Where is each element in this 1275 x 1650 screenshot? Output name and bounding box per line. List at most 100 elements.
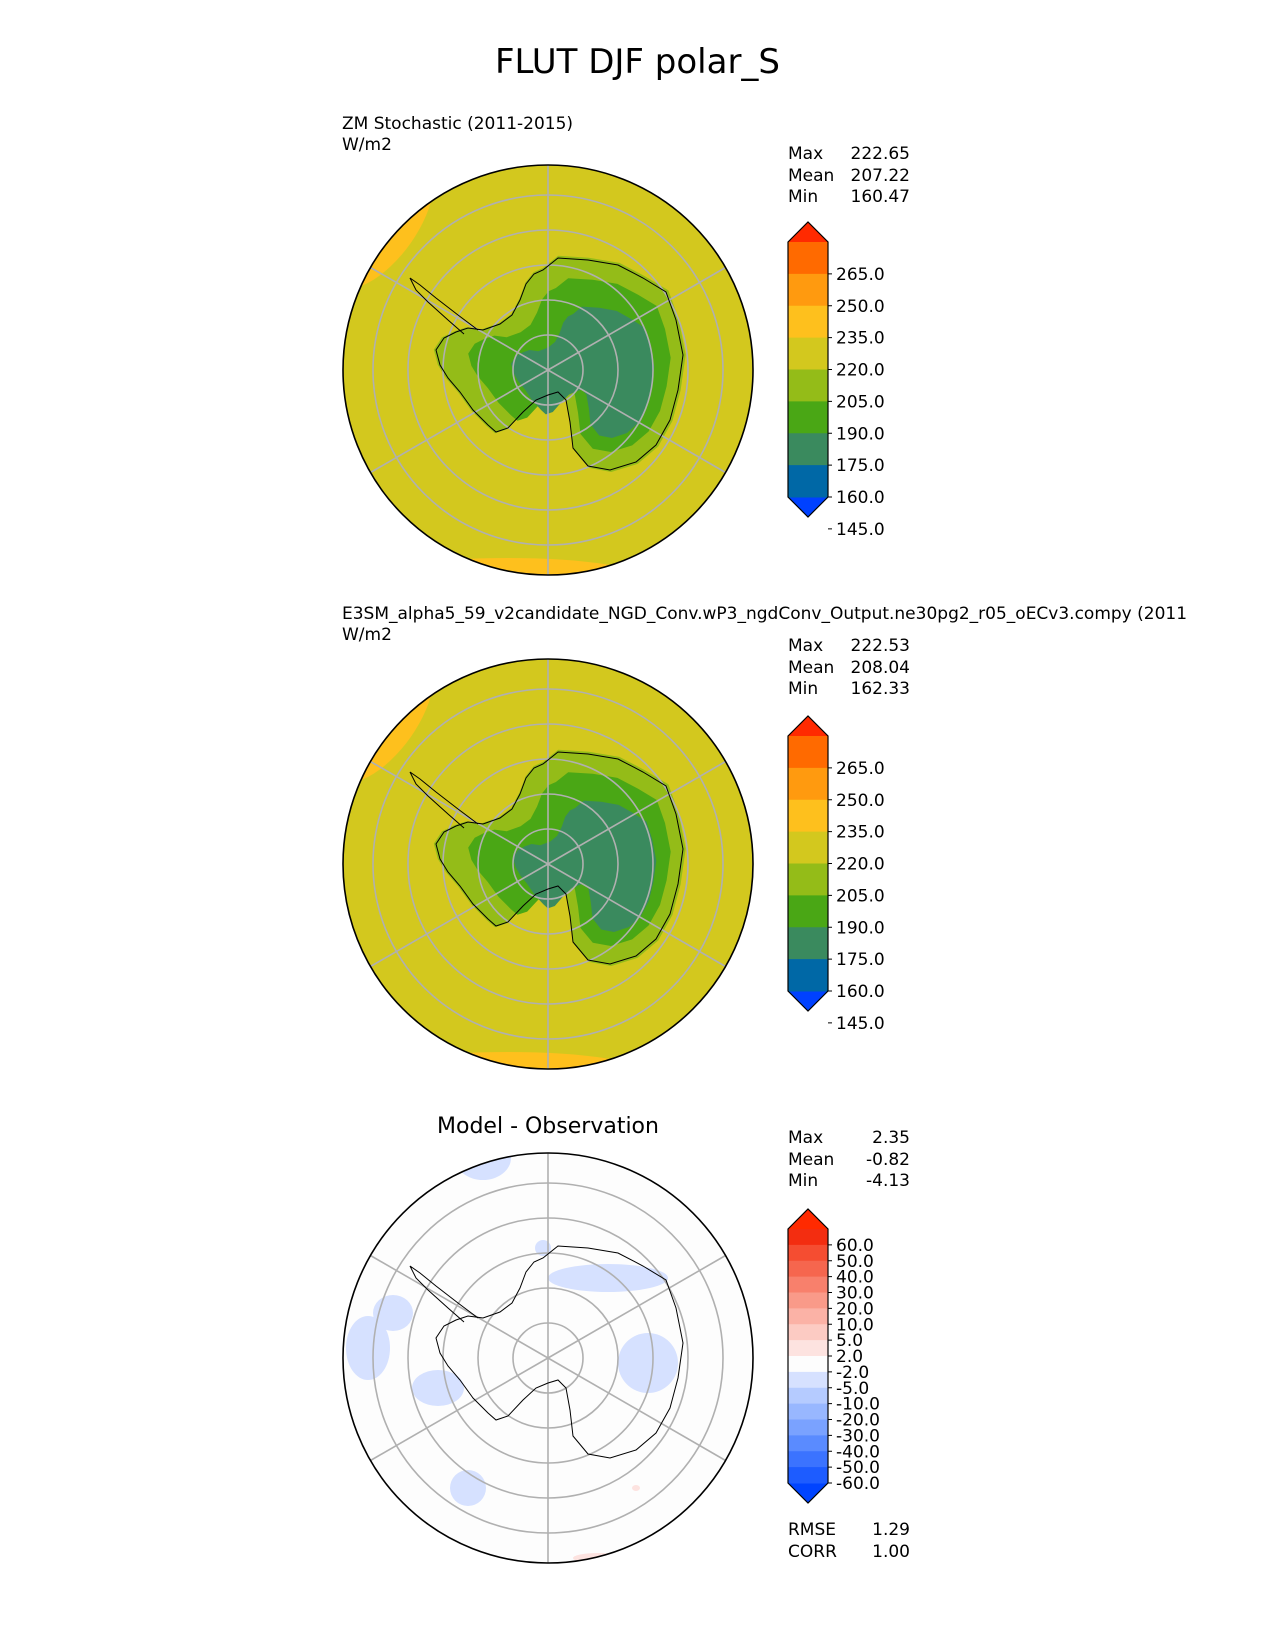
colorbar-bin: [788, 1467, 828, 1484]
panel-3-title: Model - Observation: [437, 1114, 659, 1139]
grid-meridian: [370, 266, 549, 371]
grid-meridian: [547, 760, 726, 865]
panel-2-name: E3SM_alpha5_59_v2candidate_NGD_Conv.wP3_…: [342, 604, 1188, 624]
grid-meridian: [547, 369, 726, 474]
colorbar-panel-1: 265.0 250.0 235.0 220.0 205.0 190.0 175.0 160.0…: [787, 221, 885, 540]
colorbar-tick-label: 220.0: [836, 855, 885, 875]
panel-2-max: 222.53: [850, 636, 910, 656]
grid-meridian: [370, 863, 549, 968]
diff-positive-patch: [632, 1485, 640, 1491]
colorbar-bin: [788, 1244, 828, 1262]
colorbar-bin: [788, 305, 828, 339]
colorbar-bin: [788, 1276, 828, 1293]
coastline-peninsula: [409, 771, 479, 829]
colorbar-tick-label: 190.0: [836, 424, 885, 444]
colorbar-bin: [788, 242, 828, 275]
colorbar-bin: [788, 1229, 828, 1246]
colorbar-tick-label: 145.0: [836, 520, 885, 540]
coastline-peninsula: [409, 277, 479, 335]
colorbar-panel-3: 60.050.040.030.020.010.05.02.0-2.0-5.0-1…: [787, 1208, 880, 1504]
grid-meridian: [547, 1254, 726, 1359]
colorbar-bin: [788, 927, 828, 960]
colorbar-bin: [788, 433, 828, 466]
diff-negative-patch: [618, 1333, 678, 1393]
grid-meridian: [370, 760, 549, 865]
grid-meridian: [547, 863, 726, 968]
colorbar-bin: [788, 863, 828, 896]
map-panel-3: [342, 1152, 754, 1564]
diff-negative-patch: [535, 1240, 551, 1256]
diff-negative-patch: [373, 1295, 413, 1331]
colorbar-bin: [788, 273, 828, 307]
panel-2-mean: 208.04: [850, 657, 910, 678]
field-warm-patch: [368, 558, 648, 575]
colorbar-tick-label: 175.0: [836, 950, 885, 970]
panel-1-max: 222.65: [850, 144, 910, 164]
colorbar-tick-label: 265.0: [836, 759, 885, 779]
panel-1-min: 160.47: [850, 187, 910, 207]
grid-meridian: [547, 266, 726, 371]
map-boundary: [342, 658, 754, 1070]
colorbar-panel-2: 265.0 250.0 235.0 220.0 205.0 190.0 175.0 160.0…: [787, 715, 885, 1034]
panel-3-metrics: RMSE 1.29 CORR 1.00: [788, 1520, 910, 1562]
panel-2-stats: Max 222.53 Mean 208.04 Min 162.33: [788, 636, 910, 699]
colorbar-tick-label: 2.0: [836, 1347, 863, 1367]
colorbar-tick-label: 40.0: [836, 1268, 874, 1288]
colorbar-extend-max: [788, 222, 828, 242]
colorbar-tick-label: 250.0: [836, 791, 885, 811]
map-field: [343, 659, 753, 1069]
panel-1-units: W/m2: [342, 135, 392, 155]
colorbar-bin: [788, 465, 828, 498]
colorbar-bin: [788, 1387, 828, 1405]
panel-3-corr: 1.00: [872, 1541, 910, 1562]
colorbar-bin: [788, 369, 828, 402]
grid-meridian: [370, 369, 549, 474]
figure-title: FLUT DJF polar_S: [494, 42, 781, 82]
colorbar-tick-label: 235.0: [836, 329, 885, 349]
colorbar-bin: [788, 799, 828, 833]
grid-meridian: [370, 1254, 549, 1359]
colorbar-tick-label: 205.0: [836, 392, 885, 412]
diff-negative-patch: [346, 1316, 390, 1380]
colorbar-tick-label: 10.0: [836, 1315, 874, 1335]
colorbar-tick-label: 160.0: [836, 488, 885, 508]
coastline: [435, 1245, 684, 1459]
colorbar-bin: [788, 401, 828, 434]
grid-meridian: [370, 1357, 549, 1462]
colorbar-bin: [788, 1356, 828, 1373]
colorbar-bin: [788, 895, 828, 928]
colorbar-extend-max: [788, 716, 828, 736]
coastline-peninsula: [409, 1265, 479, 1323]
colorbar-tick-label: 60.0: [836, 1236, 874, 1256]
panel-1-title: ZM Stochastic (2011-2015) W/m2: [342, 114, 573, 156]
colorbar-extend-min: [788, 1483, 828, 1503]
panel-1-name: ZM Stochastic (2011-2015): [342, 114, 574, 134]
grid-meridian: [547, 1357, 726, 1462]
colorbar-tick-label: -2.0: [836, 1363, 869, 1383]
panel-2-title: E3SM_alpha5_59_v2candidate_NGD_Conv.wP3_…: [342, 604, 1187, 646]
coastline: [435, 751, 684, 965]
colorbar-tick-label: -5.0: [836, 1379, 869, 1399]
colorbar-bin: [788, 959, 828, 992]
diff-positive-patch: [573, 1553, 623, 1563]
panel-2-min: 162.33: [850, 679, 910, 699]
colorbar-tick-label: 175.0: [836, 456, 885, 476]
coastline: [435, 257, 684, 471]
diff-negative-patch: [450, 1470, 486, 1506]
colorbar-tick-label: 265.0: [836, 265, 885, 285]
map-field: [343, 1153, 753, 1563]
colorbar-bin: [788, 1324, 828, 1341]
colorbar-extend-min: [788, 497, 828, 517]
panel-3-mean: -0.82: [866, 1149, 910, 1170]
colorbar-bin: [788, 337, 828, 370]
map-panel-1: [342, 164, 754, 576]
field-warm-patch: [368, 1052, 648, 1069]
map-boundary: [342, 1152, 754, 1564]
colorbar-tick-label: 220.0: [836, 361, 885, 381]
colorbar-bin: [788, 1403, 828, 1420]
map-boundary: [342, 164, 754, 576]
colorbar-bin: [788, 831, 828, 864]
colorbar-tick-label: -20.0: [836, 1411, 880, 1431]
colorbar-bin: [788, 1308, 828, 1325]
